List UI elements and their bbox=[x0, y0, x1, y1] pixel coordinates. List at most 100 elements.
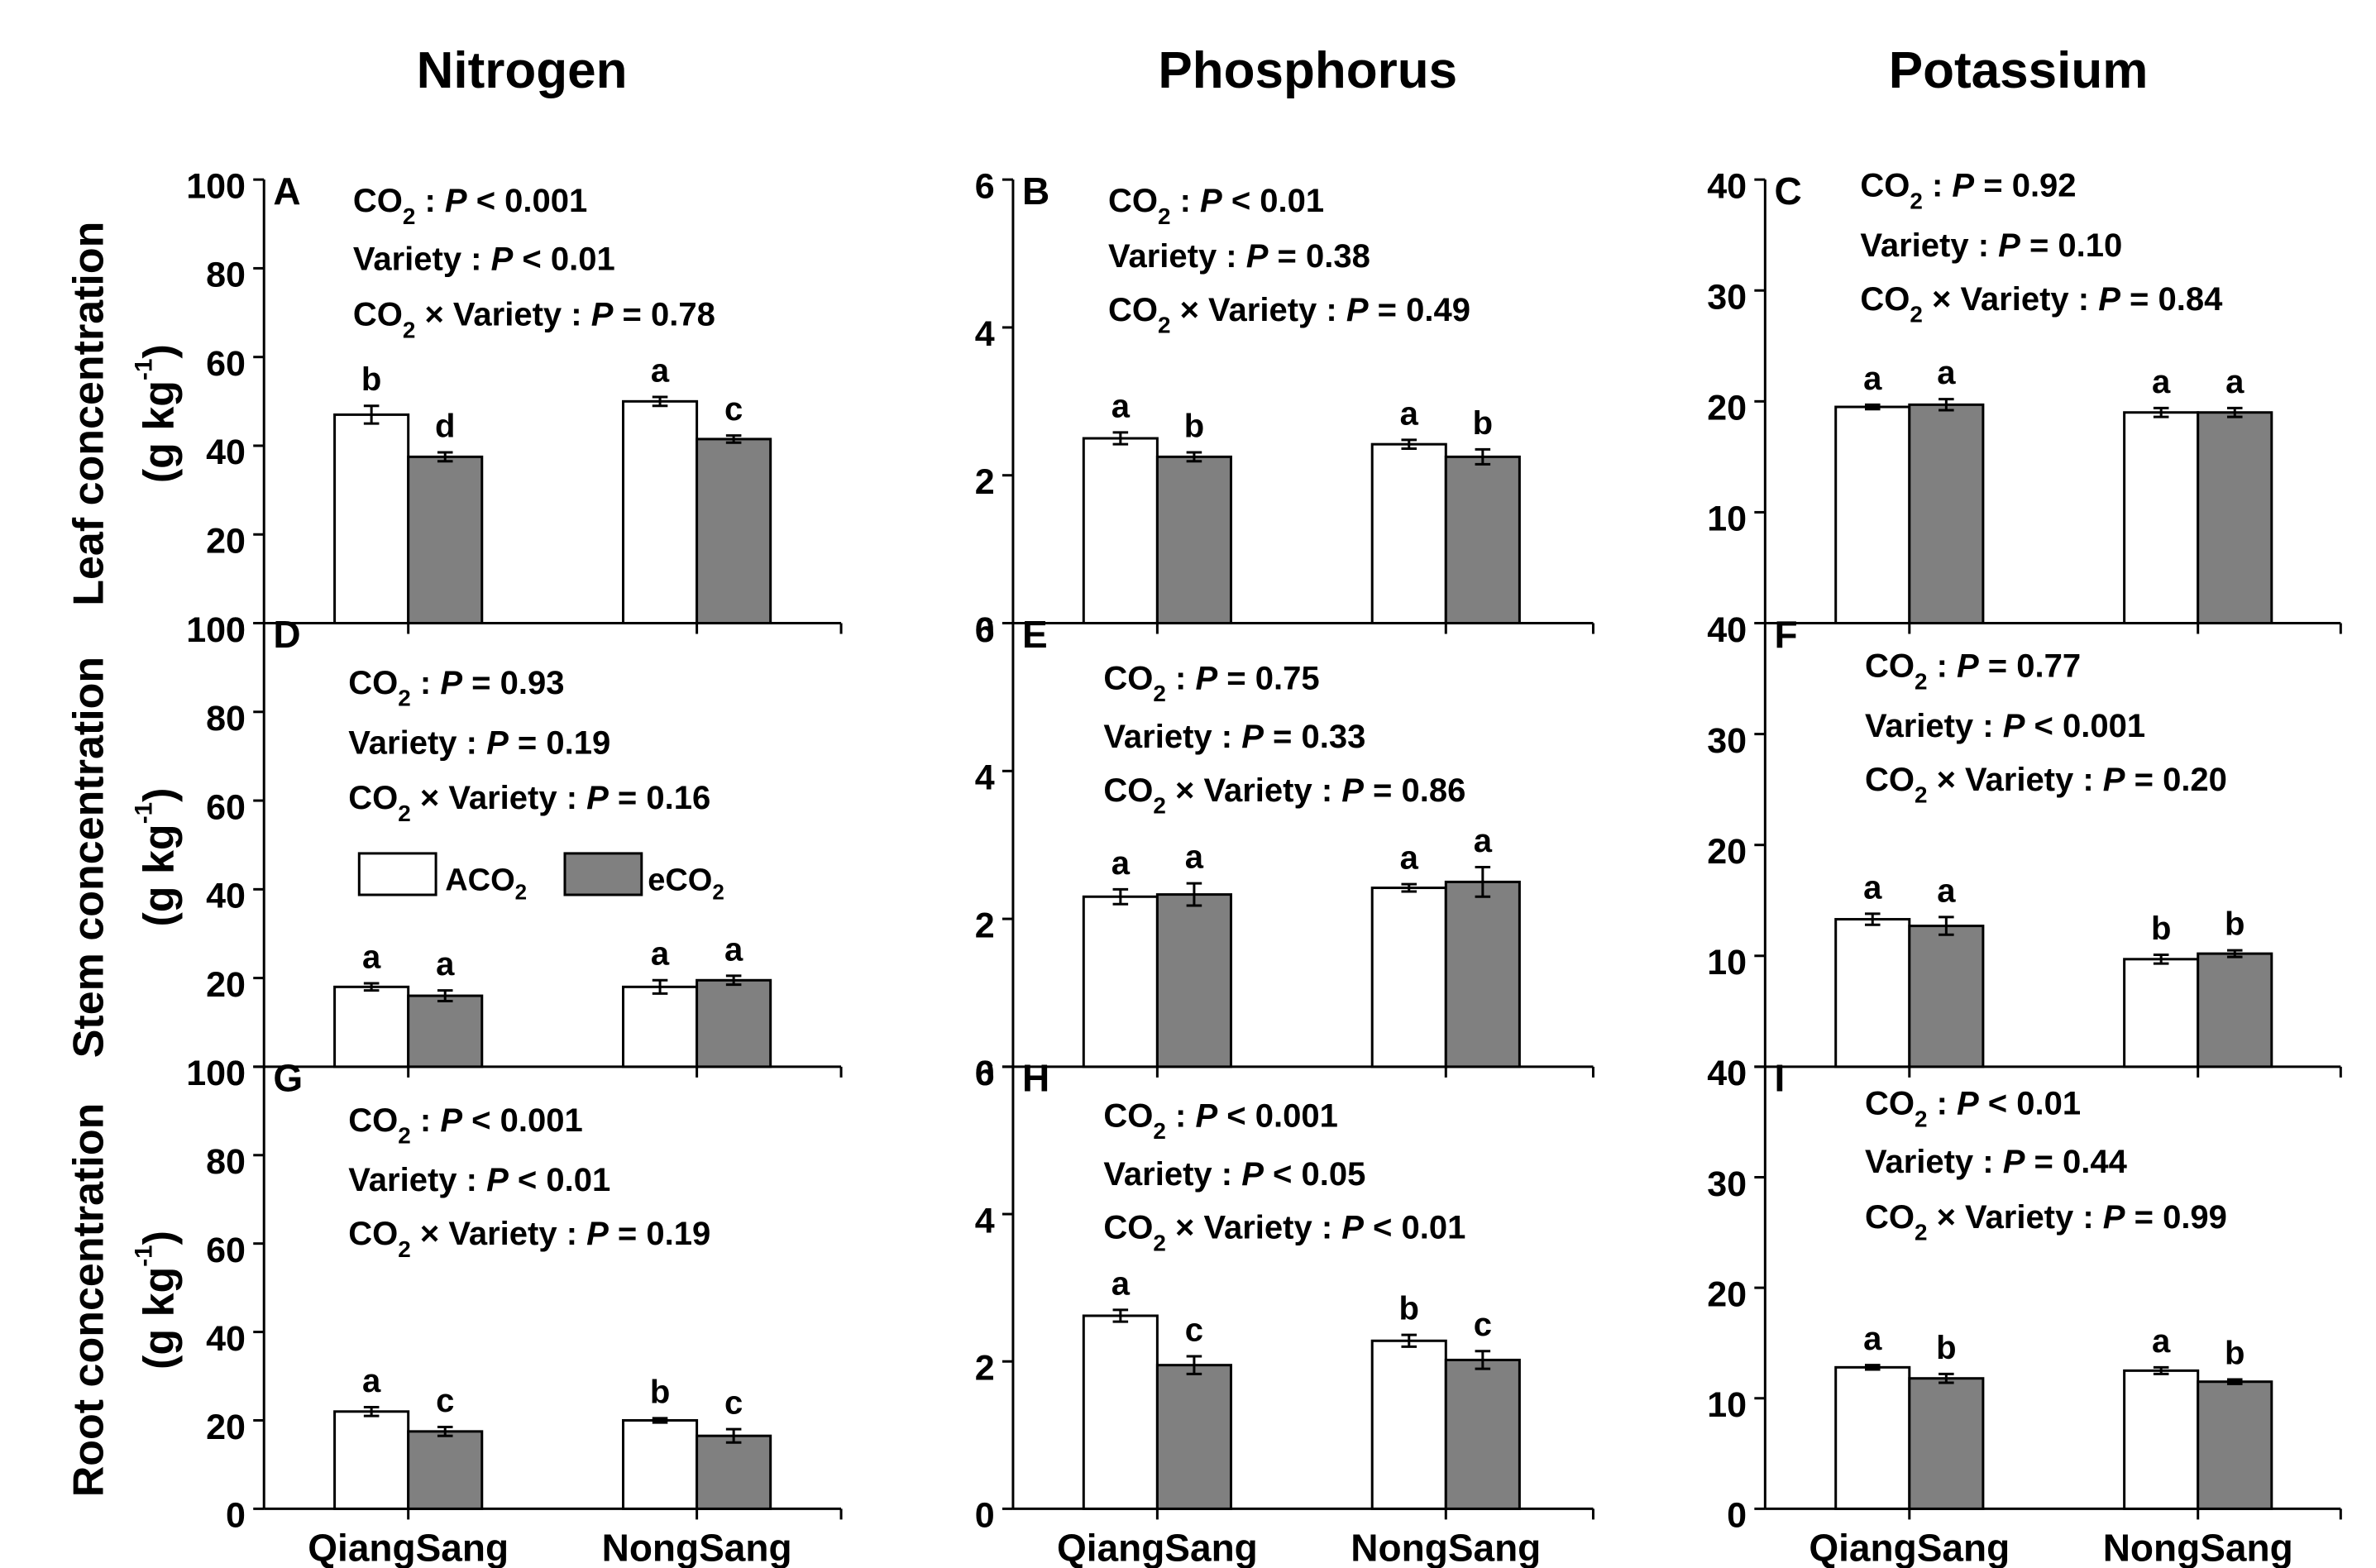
stat-line: Variety : P = 0.33 bbox=[1103, 719, 1365, 755]
legend-label-ambient: ACO2 bbox=[445, 863, 527, 904]
y-tick-label: 2 bbox=[975, 462, 995, 502]
y-tick-label: 4 bbox=[975, 314, 995, 354]
bar-eCO2-NongSang bbox=[696, 437, 772, 625]
bar-eCO2-NongSang bbox=[696, 978, 772, 1068]
y-tick-label: 20 bbox=[206, 965, 246, 1005]
y-tick-label: 60 bbox=[206, 1231, 246, 1270]
legend-label-elevated: eCO2 bbox=[648, 863, 724, 904]
bar-eCO2-NongSang bbox=[2197, 411, 2273, 625]
stat-line: CO2 : P < 0.001 bbox=[1103, 1097, 1337, 1144]
bar-eCO2-QiangSang bbox=[407, 994, 484, 1068]
panel-G: 0 20 40 60 80 100 G CO2 : P < 0.001 Variety : P … bbox=[186, 1054, 843, 1568]
significance-letter: a bbox=[1863, 869, 1882, 906]
y-tick-label: 0 bbox=[226, 610, 246, 650]
stat-line: CO2 : P = 0.92 bbox=[1860, 168, 2076, 214]
y-tick-label: 6 bbox=[975, 610, 995, 650]
significance-letter: b bbox=[1184, 408, 1204, 444]
stat-line: Variety : P = 0.19 bbox=[348, 724, 610, 761]
significance-letter: d bbox=[435, 408, 455, 444]
bar-ACO2-QiangSang bbox=[333, 1410, 410, 1510]
y-tick-label: 20 bbox=[1707, 389, 1747, 428]
bar-eCO2-NongSang bbox=[2197, 1380, 2273, 1510]
bar-eCO2-QiangSang bbox=[1908, 925, 1985, 1068]
significance-letter: b bbox=[1399, 1291, 1419, 1327]
panel-letter: D bbox=[273, 613, 300, 656]
significance-letter: c bbox=[436, 1383, 454, 1419]
row-label-unit: (g kg-1) bbox=[131, 1231, 184, 1370]
significance-letter: a bbox=[1863, 1321, 1882, 1357]
y-tick-label: 10 bbox=[1707, 1385, 1747, 1425]
significance-letter: a bbox=[1400, 395, 1419, 432]
column-title: Potassium bbox=[1889, 42, 2149, 99]
y-tick-label: 0 bbox=[226, 1054, 246, 1093]
stat-line: CO2 × Variety : P = 0.99 bbox=[1865, 1199, 2227, 1245]
significance-letter: b bbox=[361, 361, 381, 398]
significance-letter: c bbox=[724, 391, 743, 428]
bar-eCO2-QiangSang bbox=[1155, 893, 1232, 1068]
significance-letter: a bbox=[724, 931, 743, 968]
significance-letter: a bbox=[436, 946, 455, 982]
stat-line: Variety : P < 0.01 bbox=[348, 1162, 610, 1198]
y-tick-label: 6 bbox=[975, 1054, 995, 1093]
panel-letter: H bbox=[1022, 1057, 1049, 1100]
column-title: Nitrogen bbox=[417, 42, 628, 99]
y-tick-label: 40 bbox=[1707, 610, 1747, 650]
significance-letter: b bbox=[2225, 906, 2245, 943]
y-tick-label: 0 bbox=[1727, 1054, 1747, 1093]
legend-swatch-ambient bbox=[357, 852, 437, 896]
stat-line: CO2 × Variety : P < 0.01 bbox=[1103, 1210, 1465, 1256]
y-tick-label: 0 bbox=[1727, 1496, 1747, 1536]
bar-ACO2-NongSang bbox=[1370, 1339, 1447, 1510]
bar-ACO2-NongSang bbox=[2123, 411, 2200, 625]
bar-eCO2-QiangSang bbox=[407, 1430, 484, 1510]
y-tick-label: 0 bbox=[226, 1496, 246, 1536]
significance-letter: a bbox=[2152, 364, 2171, 400]
category-label: NongSang bbox=[602, 1526, 792, 1568]
significance-letter: b bbox=[2225, 1335, 2245, 1371]
significance-letter: a bbox=[362, 1363, 381, 1399]
y-tick-label: 10 bbox=[1707, 943, 1747, 982]
y-tick-label: 0 bbox=[1727, 610, 1747, 650]
panel-letter: I bbox=[1774, 1057, 1785, 1100]
bar-eCO2-QiangSang bbox=[1155, 1364, 1232, 1510]
panel-D: 0 20 40 60 80 100 D CO2 : P = 0.93 Variety : P =… bbox=[186, 610, 843, 1093]
bar-ACO2-NongSang bbox=[1370, 442, 1447, 625]
panel-letter: C bbox=[1774, 170, 1801, 213]
y-tick-label: 40 bbox=[1707, 1054, 1747, 1093]
bar-ACO2-NongSang bbox=[622, 1418, 699, 1510]
stat-line: Variety : P = 0.10 bbox=[1860, 227, 2122, 264]
bar-ACO2-QiangSang bbox=[1834, 1365, 1911, 1510]
bar-ACO2-QiangSang bbox=[1834, 918, 1911, 1068]
significance-letter: a bbox=[2225, 364, 2245, 400]
row-label: Root concentration (g kg-1) bbox=[65, 1103, 183, 1498]
y-tick-label: 20 bbox=[206, 522, 246, 562]
y-tick-label: 6 bbox=[975, 166, 995, 206]
panel-letter: E bbox=[1022, 613, 1048, 656]
bar-ACO2-QiangSang bbox=[1082, 437, 1159, 625]
bar-ACO2-QiangSang bbox=[333, 413, 410, 625]
y-tick-label: 20 bbox=[206, 1408, 246, 1447]
stat-line: CO2 × Variety : P = 0.86 bbox=[1103, 772, 1465, 819]
y-tick-label: 60 bbox=[206, 344, 246, 384]
row-label-line1: Root concentration bbox=[65, 1103, 112, 1498]
stat-line: CO2 × Variety : P = 0.49 bbox=[1108, 292, 1470, 338]
y-tick-label: 2 bbox=[975, 906, 995, 945]
category-label: QiangSang bbox=[308, 1526, 509, 1568]
bar-eCO2-NongSang bbox=[2197, 952, 2273, 1068]
stat-line: CO2 × Variety : P = 0.78 bbox=[353, 296, 715, 342]
category-label: NongSang bbox=[1351, 1526, 1541, 1568]
bar-eCO2-QiangSang bbox=[407, 455, 484, 625]
significance-letter: b bbox=[2151, 911, 2171, 947]
stat-line: CO2 : P = 0.77 bbox=[1865, 648, 2081, 694]
stat-line: Variety : P < 0.01 bbox=[353, 241, 615, 278]
bar-ACO2-QiangSang bbox=[1082, 1314, 1159, 1510]
significance-letter: a bbox=[1112, 388, 1131, 424]
significance-letter: a bbox=[1937, 355, 1956, 391]
panel-I: 0 10 20 30 40 I CO2 : P < 0.01 Variety : P = 0.… bbox=[1707, 1054, 2342, 1568]
bar-eCO2-NongSang bbox=[1444, 1358, 1521, 1510]
bar-ACO2-NongSang bbox=[2123, 1369, 2200, 1510]
y-tick-label: 100 bbox=[186, 1054, 246, 1093]
